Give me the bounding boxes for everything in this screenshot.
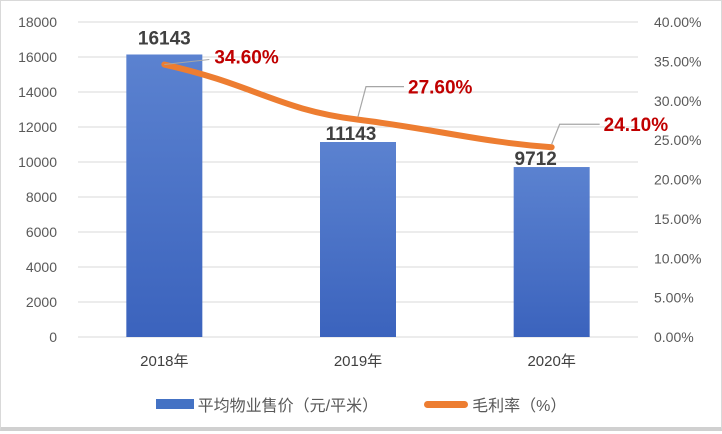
left-tick-label: 6000 (26, 224, 57, 240)
right-tick-label: 5.00% (654, 290, 694, 306)
legend-item-price: 平均物业售价（元/平米） (155, 392, 379, 416)
right-tick-label: 0.00% (654, 329, 694, 345)
x-tick-label: 2018年 (140, 353, 188, 370)
margin-value-label: 24.10% (604, 115, 669, 136)
bar (126, 54, 203, 338)
left-tick-label: 16000 (18, 49, 57, 65)
line-series: 16143 11143 9712 34.60% 27.60% 24.10% (138, 28, 668, 170)
legend-label-price: 平均物业售价（元/平米） (197, 398, 379, 415)
x-tick-label: 2019年 (334, 353, 382, 370)
left-tick-label: 10000 (18, 154, 57, 170)
right-axis: 0.00% 5.00% 10.00% 15.00% 20.00% 25.00% 30.00%… (654, 14, 701, 345)
left-tick-label: 8000 (26, 189, 57, 205)
margin-value-label: 27.60% (408, 78, 473, 99)
legend-label-margin: 毛利率（%） (472, 398, 567, 415)
right-tick-label: 40.00% (654, 14, 701, 30)
right-tick-label: 35.00% (654, 53, 701, 69)
bar (513, 167, 590, 337)
legend: 平均物业售价（元/平米） 毛利率（%） (0, 392, 722, 416)
left-tick-label: 4000 (26, 259, 57, 275)
left-tick-label: 2000 (26, 294, 57, 310)
bar (320, 141, 396, 337)
left-tick-label: 14000 (18, 84, 57, 100)
margin-value-label: 34.60% (214, 48, 279, 69)
left-tick-label: 12000 (18, 119, 57, 135)
right-tick-label: 15.00% (654, 211, 701, 227)
left-axis: 0 2000 4000 6000 8000 10000 12000 14000 16000 180… (18, 14, 57, 345)
right-tick-label: 25.00% (654, 132, 701, 148)
bar-value-label: 16143 (138, 28, 191, 49)
bar-series (126, 54, 590, 338)
legend-item-margin: 毛利率（%） (424, 392, 566, 416)
left-tick-label: 0 (49, 329, 57, 345)
bar-value-label: 11143 (326, 124, 377, 145)
right-tick-label: 20.00% (654, 172, 701, 188)
right-tick-label: 10.00% (654, 250, 701, 266)
line-swatch-icon (424, 400, 469, 408)
x-tick-label: 2020年 (527, 353, 575, 370)
left-tick-label: 18000 (18, 14, 57, 30)
right-tick-label: 30.00% (654, 93, 701, 109)
x-axis: 2018年 2019年 2020年 (140, 353, 576, 370)
bar-value-label: 9712 (515, 149, 557, 170)
bar-swatch-icon (155, 399, 194, 409)
